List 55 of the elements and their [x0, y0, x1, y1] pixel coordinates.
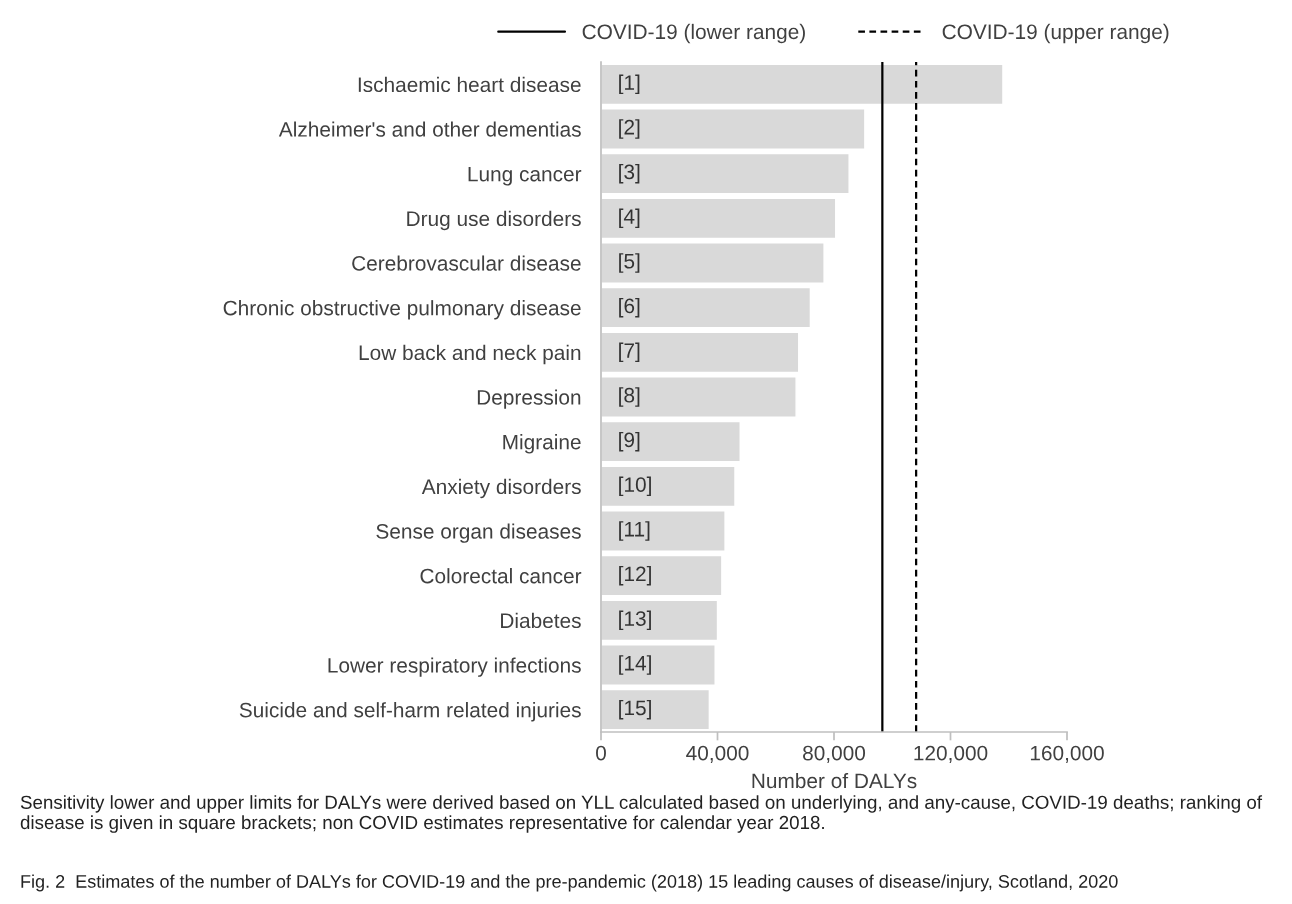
bar [601, 644, 716, 686]
legend-label: COVID-19 (lower range) [582, 23, 805, 44]
annotation: [1] [619, 74, 640, 95]
annotation: [2] [619, 119, 640, 139]
x-tick-label: 40,000 [686, 745, 749, 763]
y-tick-label: Anxiety disorders [421, 478, 581, 499]
text: Sensitivity lower and upper limits for DALYs were derived based on YLL calculated based on underlying, and any-cause, COVID-19 deaths; ranking of disease is given in square brackets; non COVID estimates representative for calendar year 2018. [20, 795, 1263, 833]
bar [601, 376, 797, 418]
y-tick-label: Cerebrovascular disease [352, 255, 581, 271]
annotation: [8] [619, 387, 640, 407]
bar [601, 108, 866, 150]
bar [601, 331, 800, 374]
bar [601, 688, 711, 731]
annotation: [12] [619, 565, 651, 586]
annotation: [4] [619, 208, 640, 229]
bar [601, 465, 736, 508]
y-tick-label: Diabetes [501, 612, 581, 629]
y-tick-label: Drug use disorders [407, 210, 581, 231]
y-tick-label: Sense organ diseases [376, 523, 581, 543]
annotation: [3] [619, 163, 640, 184]
y-tick-label: Colorectal cancer [420, 568, 582, 584]
x-tick-label: 80,000 [803, 745, 866, 763]
y-tick-label: Migraine [503, 434, 581, 454]
annotation: [14] [619, 655, 651, 675]
annotation: [11] [619, 521, 650, 541]
x-tick-label: 160,000 [1030, 745, 1104, 763]
y-tick-label: Chronic obstructive pulmonary disease [223, 300, 581, 320]
x-tick-label: 120,000 [914, 745, 988, 763]
bar [601, 599, 719, 642]
annotation: [9] [619, 431, 640, 452]
annotation: [5] [619, 253, 640, 273]
y-tick-label: Ischaemic heart disease [358, 76, 581, 93]
x-axis-title: Number of DALYs [752, 772, 917, 789]
bar [601, 420, 741, 463]
bar [601, 242, 825, 284]
y-tick-label: Lower respiratory infections [328, 657, 581, 677]
x-tick-label: 0 [596, 745, 606, 761]
bar [601, 197, 837, 240]
y-tick-label: Low back and neck pain [359, 344, 581, 365]
y-tick-label: Depression [477, 389, 581, 409]
bar [601, 152, 850, 195]
bar [601, 286, 812, 329]
annotation: [10] [619, 476, 651, 497]
annotation: [15] [619, 699, 651, 720]
legend-label: COVID-19 (upper range) [942, 23, 1169, 44]
bar [601, 63, 1004, 106]
y-tick-label: Suicide and self-harm related injuries [239, 702, 581, 722]
bar [601, 554, 723, 597]
y-tick-label: Lung cancer [468, 166, 582, 186]
annotation: [6] [619, 297, 640, 318]
bar [601, 510, 726, 552]
caption: Fig. 2 Estimates of the number of DALYs for COVID-19 and the pre-pandemic (2018) 15 leading causes of disease/injury, Scotland, 2020 [21, 874, 1118, 892]
annotation: [13] [619, 610, 651, 631]
annotation: [7] [619, 342, 640, 363]
y-tick-label: Alzheimer's and other dementias [278, 121, 581, 137]
